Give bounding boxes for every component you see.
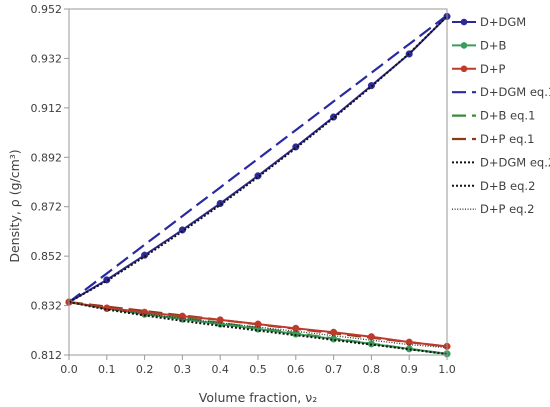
legend-label: D+DGM eq.2	[480, 155, 550, 169]
series-line-d-b-eq-2	[68, 301, 448, 356]
axes-layer: 0.0 0.1 0.2 0.3 0.4 0.5 0.6 0.7 0.8 0.9 1.0 0.812 0.…	[31, 3, 456, 376]
x-tick-label: 0.5	[249, 363, 267, 376]
y-tick-label: 0.852	[31, 250, 63, 263]
series-line-d-p-eq-2	[68, 301, 448, 349]
y-tick-label: 0.872	[31, 201, 63, 214]
data-point-d-dgm	[141, 251, 149, 259]
y-tick-label: 0.832	[31, 300, 63, 313]
x-tick-label: 0.3	[174, 363, 192, 376]
legend-label: D+DGM	[480, 15, 526, 29]
x-tick-label: 0.4	[211, 363, 229, 376]
data-point-d-p	[178, 312, 186, 320]
legend-label: D+P eq.1	[480, 132, 534, 146]
legend-label: D+B eq.2	[480, 179, 535, 193]
x-tick-label: 0.2	[136, 363, 154, 376]
x-tick-label: 0.9	[400, 363, 418, 376]
y-tick-label: 0.912	[31, 102, 63, 115]
x-tick-label: 0.7	[325, 363, 343, 376]
x-axis-label: Volume fraction, ν₂	[199, 390, 317, 405]
legend-label: D+B	[480, 38, 506, 52]
legend-marker	[460, 42, 468, 49]
series-line-d-dgm-eq-2	[68, 15, 448, 303]
data-point-d-p	[292, 324, 300, 332]
legend-marker	[460, 18, 468, 26]
y-tick-label: 0.952	[31, 3, 63, 16]
x-tick-label: 0.0	[60, 363, 78, 376]
x-tick-label: 1.0	[438, 363, 456, 376]
legend-marker	[460, 65, 468, 73]
x-tick-label: 0.6	[287, 363, 305, 376]
x-tick-label: 0.1	[98, 363, 116, 376]
y-tick-label: 0.812	[31, 349, 63, 362]
y-tick-label: 0.932	[31, 52, 63, 65]
legend: D+DGM D+B D+P D+DGM eq.1 D+B eq.1 D+P eq.1 D+D…	[452, 15, 550, 216]
data-point-d-p	[367, 333, 375, 341]
data-point-d-dgm	[216, 199, 224, 208]
x-tick-label: 0.8	[363, 363, 381, 376]
series-layer	[65, 12, 451, 358]
legend-label: D+DGM eq.1	[480, 85, 550, 99]
y-axis-label: Density, ρ (g/cm³)	[7, 149, 22, 262]
legend-label: D+P eq.2	[480, 202, 534, 216]
legend-label: D+P	[480, 62, 505, 76]
legend-label: D+B eq.1	[480, 109, 535, 123]
data-point-d-p	[330, 328, 338, 336]
data-point-d-p	[216, 316, 224, 324]
y-tick-label: 0.892	[31, 151, 63, 164]
